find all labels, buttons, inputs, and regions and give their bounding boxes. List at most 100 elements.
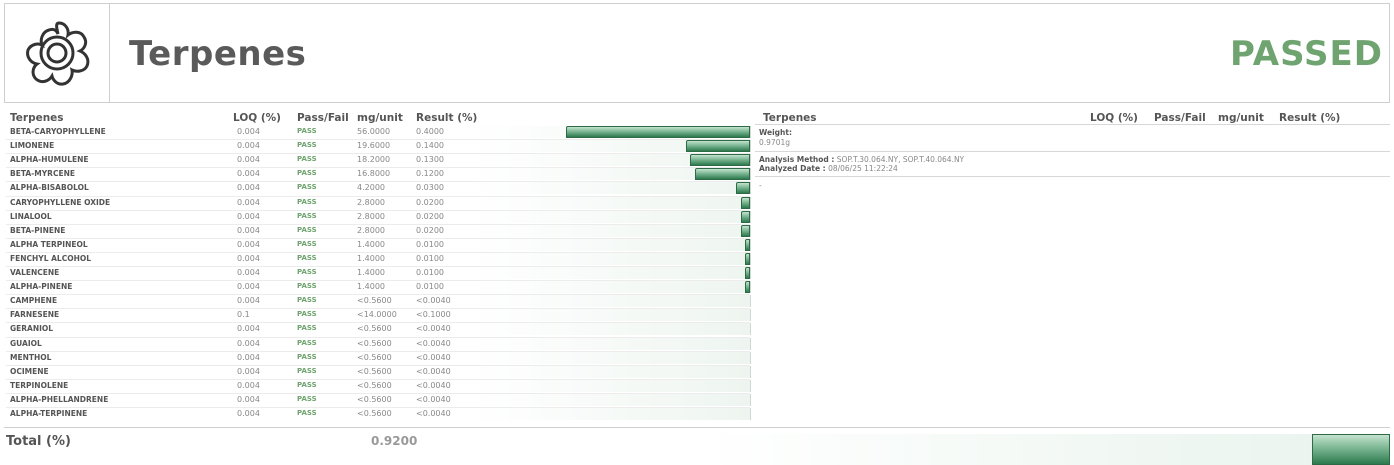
table-row: BETA-CARYOPHYLLENE 0.004 PASS 56.0000 0.4000 [0, 125, 760, 139]
right-col-header-terpenes: Terpenes [763, 112, 817, 124]
result-value: <0.0040 [416, 394, 451, 404]
analyzed-date: Analyzed Date : 08/06/25 11:22:24 [759, 164, 898, 173]
loq-value: 0.004 [237, 225, 260, 235]
pass-fail-value: PASS [297, 183, 317, 192]
pass-fail-value: PASS [297, 324, 317, 333]
pass-fail-value: PASS [297, 282, 317, 291]
result-value: <0.0040 [416, 296, 451, 306]
result-bar-fill [745, 281, 750, 294]
pass-fail-value: PASS [297, 127, 317, 135]
divider [755, 124, 1390, 125]
result-bar-track [470, 323, 751, 336]
pass-fail-value: PASS [297, 296, 317, 305]
result-value: 0.0100 [416, 239, 444, 249]
mg-unit-value: 4.2000 [357, 183, 385, 193]
result-value: 0.0100 [416, 282, 444, 292]
result-value: 0.0100 [416, 268, 444, 277]
status-badge: PASSED [1229, 34, 1383, 74]
row-separator [6, 251, 750, 253]
table-row: ALPHA-TERPINENE 0.004 PASS <0.5600 <0.0040 [0, 407, 760, 421]
row-separator [6, 392, 750, 394]
loq-value: 0.004 [237, 197, 260, 207]
row-separator [6, 336, 750, 338]
row-separator [6, 364, 750, 366]
mg-unit-value: <0.5600 [357, 338, 392, 348]
mg-unit-value: 18.2000 [357, 155, 391, 165]
right-col-header-passfail: Pass/Fail [1154, 112, 1206, 124]
weight-label: Weight: [759, 128, 792, 137]
result-bar-track [470, 154, 751, 167]
pass-fail-value: PASS [297, 394, 317, 403]
loq-value: 0.004 [237, 141, 260, 151]
row-separator [6, 407, 750, 408]
terpene-name: GUAIOL [10, 338, 42, 348]
loq-value: 0.004 [237, 268, 260, 277]
result-bar-fill [685, 140, 750, 153]
result-value: 0.0200 [416, 225, 444, 235]
result-bar-fill [740, 196, 750, 209]
result-bar-track [470, 393, 751, 406]
result-value: <0.0040 [416, 324, 451, 334]
row-separator [6, 167, 750, 169]
terpene-name: FENCHYL ALCOHOL [10, 253, 92, 263]
terpene-name: ALPHA-BISABOLOL [10, 183, 89, 193]
report-header: Terpenes PASSED [4, 3, 1390, 103]
loq-value: 0.004 [237, 127, 260, 136]
result-value: <0.0040 [416, 380, 451, 390]
mg-unit-value: 16.8000 [357, 169, 391, 179]
terpene-name: FARNESENE [10, 310, 60, 320]
pass-fail-value: PASS [297, 211, 317, 220]
loq-value: 0.004 [237, 352, 260, 362]
result-value: 0.0300 [416, 183, 444, 193]
row-separator [6, 209, 750, 211]
mg-unit-value: 19.6000 [357, 141, 391, 151]
result-value: 0.4000 [416, 127, 444, 136]
row-separator [6, 237, 750, 239]
terpene-name: ALPHA-PINENE [10, 282, 73, 292]
result-value: <0.0040 [416, 366, 451, 376]
loq-value: 0.004 [237, 169, 260, 179]
table-row: ALPHA-HUMULENE 0.004 PASS 18.2000 0.1300 [0, 153, 760, 167]
row-separator [6, 266, 750, 267]
table-row: TERPINOLENE 0.004 PASS <0.5600 <0.0040 [0, 379, 760, 393]
loq-value: 0.004 [237, 253, 260, 263]
table-row: OCIMENE 0.004 PASS <0.5600 <0.0040 [0, 365, 760, 379]
result-bar-fill [694, 168, 750, 181]
mg-unit-value: <14.0000 [357, 310, 397, 320]
divider [4, 427, 1390, 428]
row-separator [6, 223, 750, 225]
mg-unit-value: <0.5600 [357, 324, 392, 334]
result-value: 0.1200 [416, 169, 444, 179]
loq-value: 0.004 [237, 183, 260, 193]
result-value: 0.0200 [416, 197, 444, 207]
result-bar-fill [745, 238, 750, 251]
pass-fail-value: PASS [297, 155, 317, 164]
result-bar-track [470, 365, 751, 378]
result-value: <0.1000 [416, 310, 451, 320]
result-bar-fill [740, 224, 750, 237]
terpene-name: LINALOOL [10, 211, 52, 221]
table-row: ALPHA-PHELLANDRENE 0.004 PASS <0.5600 <0.004… [0, 393, 760, 407]
pass-fail-value: PASS [297, 310, 317, 319]
pass-fail-value: PASS [297, 409, 317, 417]
right-col-header-result: Result (%) [1279, 112, 1341, 124]
pass-fail-value: PASS [297, 225, 317, 234]
col-header-passfail: Pass/Fail [297, 112, 349, 124]
mg-unit-value: <0.5600 [357, 296, 392, 306]
mg-unit-value: 56.0000 [357, 127, 391, 136]
loq-value: 0.004 [237, 380, 260, 390]
analysis-method: Analysis Method : SOP.T.30.064.NY, SOP.T… [759, 155, 965, 164]
col-header-result: Result (%) [416, 112, 478, 124]
row-separator [6, 153, 750, 155]
terpene-name: GERANIOL [10, 324, 54, 334]
table-row: VALENCENE 0.004 PASS 1.4000 0.0100 [0, 266, 760, 280]
result-value: 0.1300 [416, 155, 444, 165]
result-value: <0.0040 [416, 338, 451, 348]
divider [755, 151, 1390, 152]
result-bar-track [470, 168, 751, 181]
terpene-name: VALENCENE [10, 268, 60, 277]
table-row: LINALOOL 0.004 PASS 2.8000 0.0200 [0, 210, 760, 224]
table-row: CAMPHENE 0.004 PASS <0.5600 <0.0040 [0, 294, 760, 308]
table-row: GERANIOL 0.004 PASS <0.5600 <0.0040 [0, 322, 760, 336]
result-bar-track [470, 337, 751, 350]
